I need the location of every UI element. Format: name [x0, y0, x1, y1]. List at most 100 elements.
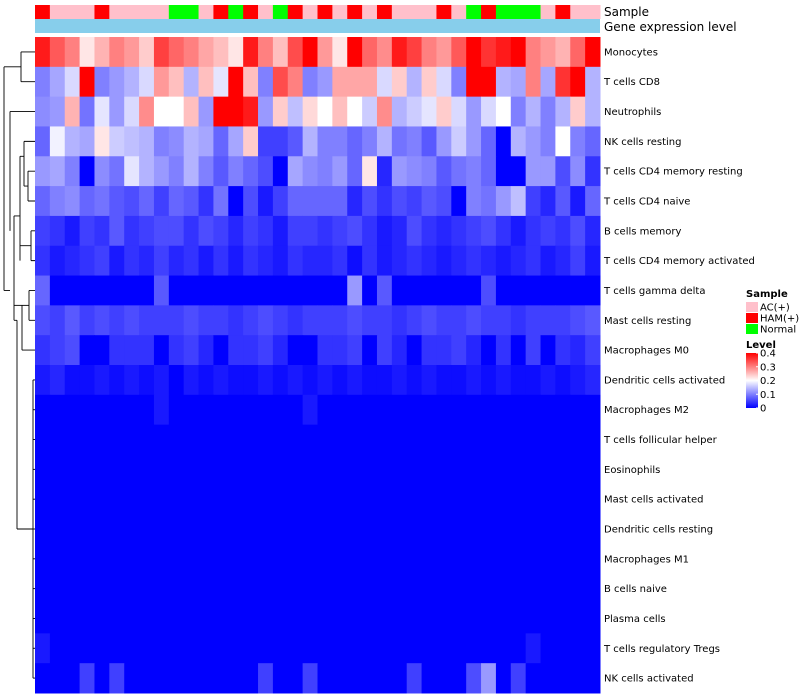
heatmap-cell [317, 484, 333, 515]
heatmap-cell [525, 245, 542, 277]
heatmap-cell [168, 96, 185, 127]
heatmap-cell [525, 663, 542, 694]
heatmap-cell [555, 633, 571, 664]
heatmap-cell [436, 365, 452, 396]
sample-annotation-cell [35, 5, 51, 19]
heatmap-cell [109, 633, 125, 664]
dendrogram-branch [28, 290, 35, 321]
heatmap-cell [495, 543, 512, 575]
heatmap-cell [510, 573, 527, 605]
heatmap-cell [243, 365, 259, 396]
heatmap-cell [585, 186, 601, 217]
heatmap-cell [258, 573, 274, 605]
legend-level-tick-label: 0.2 [760, 376, 776, 387]
heatmap-cell [153, 66, 170, 98]
heatmap-cell [109, 96, 125, 127]
heatmap-cell [287, 603, 304, 634]
legend-level-tick-label: 0.4 [760, 349, 776, 360]
heatmap-cell [317, 335, 333, 366]
heatmap-cell [153, 424, 170, 455]
heatmap-cell [436, 37, 452, 68]
row-label: B cells naive [604, 584, 667, 595]
heatmap-cell [183, 186, 200, 217]
heatmap-cell [287, 126, 304, 157]
heatmap-cell [124, 96, 140, 127]
heatmap-cell [570, 454, 586, 485]
heatmap-cell [481, 275, 497, 306]
heatmap-cell [421, 305, 437, 336]
heatmap-cell [451, 514, 467, 545]
heatmap-cell [94, 126, 110, 157]
heatmap-cell [406, 603, 423, 634]
heatmap-cell [302, 305, 318, 336]
heatmap-cell [466, 514, 482, 545]
heatmap-cell [466, 663, 482, 694]
heatmap-cell [64, 215, 81, 247]
sample-annotation-cell [124, 5, 140, 19]
sample-annotation-cell [451, 5, 467, 19]
heatmap-cell [391, 37, 408, 68]
heatmap-cell [495, 156, 512, 187]
heatmap-cell [287, 66, 304, 98]
heatmap-cell [540, 245, 556, 277]
heatmap-cell [94, 215, 110, 247]
heatmap-cell [243, 245, 259, 277]
heatmap-cell [228, 454, 244, 485]
heatmap-cell [94, 335, 110, 366]
heatmap-cell [168, 484, 185, 515]
heatmap-cell [64, 96, 81, 127]
heatmap-cell [302, 37, 318, 68]
heatmap-cell [79, 335, 95, 366]
heatmap-cell [317, 245, 333, 277]
heatmap-cell [153, 96, 170, 127]
heatmap-cell [124, 186, 140, 217]
heatmap-cell [198, 37, 214, 68]
heatmap-cell [94, 245, 110, 277]
heatmap-cell [124, 37, 140, 68]
heatmap-cell [495, 514, 512, 545]
sample-annotation-cell [332, 5, 348, 19]
heatmap-cell [421, 215, 437, 247]
heatmap-cell [495, 245, 512, 277]
sample-annotation-cell [466, 5, 482, 19]
heatmap-cell [525, 305, 542, 336]
heatmap-cell [421, 96, 437, 127]
heatmap-cell [540, 66, 556, 98]
row-label: NK cells resting [604, 137, 681, 148]
heatmap-cell [153, 126, 170, 157]
heatmap-cell [555, 394, 571, 426]
heatmap-cell [585, 215, 601, 247]
heatmap-cell [391, 245, 408, 277]
heatmap-cell [139, 335, 155, 366]
heatmap-cell [376, 514, 393, 545]
heatmap-cell [376, 633, 393, 664]
heatmap-cell [555, 543, 571, 575]
heatmap-cell [79, 215, 95, 247]
heatmap-cell [213, 514, 229, 545]
heatmap-cell [302, 394, 318, 426]
heatmap-cell [272, 126, 289, 157]
heatmap-cell [79, 454, 95, 485]
heatmap-cell [64, 394, 81, 426]
heatmap-cell [94, 663, 110, 694]
heatmap-cell [35, 603, 51, 634]
heatmap-cell [49, 215, 66, 247]
heatmap-cell [332, 96, 348, 127]
heatmap-cell [94, 37, 110, 68]
heatmap-cell [94, 454, 110, 485]
heatmap-cell [198, 663, 214, 694]
heatmap-cell [466, 186, 482, 217]
heatmap-cell [525, 66, 542, 98]
heatmap-cell [79, 365, 95, 396]
heatmap-cell [525, 543, 542, 575]
heatmap-cell [64, 275, 81, 306]
heatmap-cell [243, 514, 259, 545]
heatmap-cell [213, 543, 229, 575]
heatmap-cell [362, 394, 378, 426]
heatmap-cell [376, 37, 393, 68]
heatmap-cell [540, 663, 556, 694]
heatmap-cell [124, 573, 140, 605]
heatmap-cell [79, 37, 95, 68]
heatmap-cell [109, 365, 125, 396]
